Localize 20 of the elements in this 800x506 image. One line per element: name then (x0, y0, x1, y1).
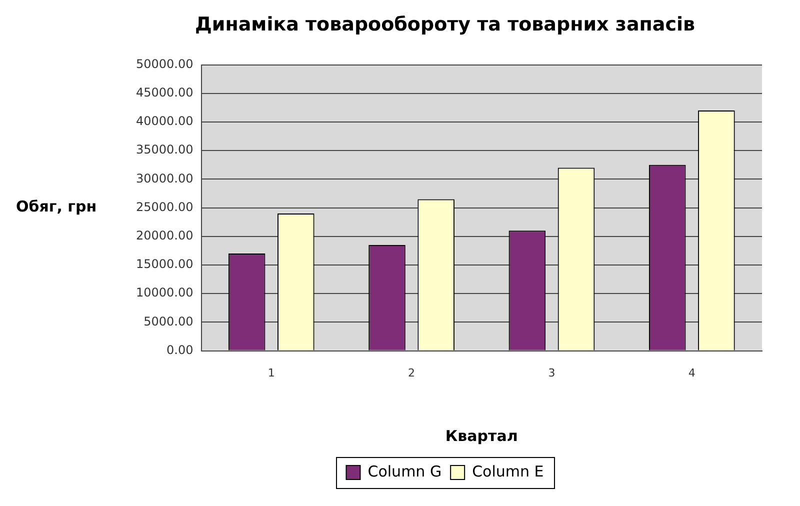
y-tick-label: 20000.00 (136, 228, 194, 243)
y-axis-title: Обяг, грн (16, 198, 97, 216)
legend-label: Column E (472, 462, 544, 480)
x-tick-label: 3 (548, 366, 556, 380)
y-tick-label: 35000.00 (136, 142, 194, 157)
y-tick-label: 0.00 (166, 342, 194, 357)
y-tick-label: 15000.00 (136, 257, 194, 272)
y-tick-label: 5000.00 (144, 314, 194, 328)
y-tick-label: 30000.00 (136, 171, 194, 186)
y-tick-label: 50000.00 (136, 56, 194, 71)
x-tick-label: 1 (268, 366, 275, 380)
chart-title: Динаміка товарообороту та товарних запасів (194, 13, 696, 36)
y-tick-label: 45000.00 (136, 86, 194, 100)
y-tick-label: 10000.00 (136, 286, 194, 300)
legend-label: Column G (368, 462, 442, 480)
x-tick-label: 4 (688, 366, 696, 380)
y-tick-label: 40000.00 (136, 114, 194, 128)
y-tick-label: 25000.00 (136, 200, 194, 214)
x-axis-title: Квартал (445, 426, 518, 445)
x-tick-label: 2 (408, 366, 416, 380)
